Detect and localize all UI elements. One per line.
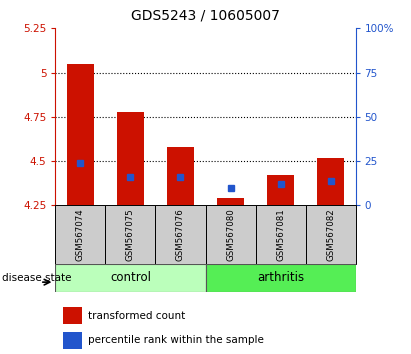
Bar	[305, 205, 356, 264]
Bar	[67, 64, 94, 205]
Bar	[206, 205, 256, 264]
Text: GSM567074: GSM567074	[76, 208, 85, 261]
Text: arthritis: arthritis	[257, 272, 304, 284]
Text: GSM567075: GSM567075	[126, 208, 135, 261]
Bar	[167, 147, 194, 205]
Bar	[63, 332, 82, 348]
Text: transformed count: transformed count	[88, 310, 186, 321]
Bar	[206, 264, 356, 292]
Text: percentile rank within the sample: percentile rank within the sample	[88, 335, 264, 345]
Text: GSM567082: GSM567082	[326, 208, 335, 261]
Bar	[117, 112, 144, 205]
Bar	[55, 205, 106, 264]
Text: GSM567080: GSM567080	[226, 208, 235, 261]
Bar	[106, 205, 155, 264]
Bar	[217, 198, 244, 205]
Bar	[317, 158, 344, 205]
Bar	[155, 205, 206, 264]
Bar	[267, 175, 294, 205]
Text: GSM567076: GSM567076	[176, 208, 185, 261]
Bar	[55, 264, 206, 292]
Bar	[256, 205, 305, 264]
Text: GDS5243 / 10605007: GDS5243 / 10605007	[131, 9, 280, 23]
Text: control: control	[110, 272, 151, 284]
Text: disease state: disease state	[2, 273, 72, 283]
Text: GSM567081: GSM567081	[276, 208, 285, 261]
Bar	[63, 307, 82, 324]
